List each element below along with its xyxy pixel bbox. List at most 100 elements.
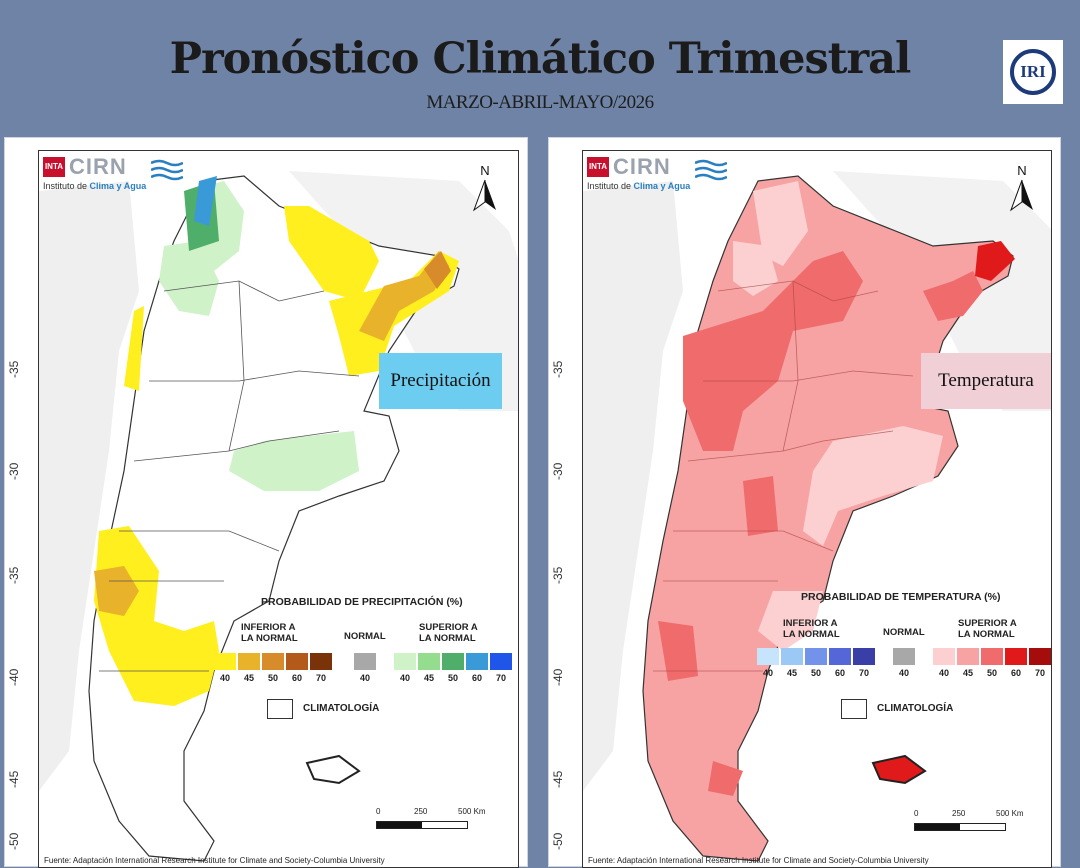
cirn-name: CIRN: [613, 154, 671, 179]
above-normal-area: [229, 431, 359, 491]
legend-normal-swatch: [893, 648, 917, 665]
tick: 50: [810, 668, 821, 678]
climatology-swatch: [267, 699, 293, 719]
legend-above-swatches: [394, 653, 514, 670]
scale-label: 250: [414, 807, 428, 816]
variable-label-text: Temperatura: [938, 370, 1034, 391]
above-normal-area: [753, 181, 808, 266]
tick: 45: [423, 673, 434, 683]
tick: 40: [762, 668, 773, 678]
climatology-label: CLIMATOLOGÍA: [303, 703, 380, 714]
above-normal-area: [683, 251, 863, 451]
swatch: [957, 648, 979, 665]
variable-label-precipitation: Precipitación: [379, 353, 502, 409]
tick: 60: [291, 673, 302, 683]
lat-tick: -30: [551, 462, 565, 480]
lat-tick: -35: [7, 360, 21, 378]
above-normal-area: [658, 621, 698, 681]
swatch: [354, 653, 376, 670]
inta-badge: INTA: [43, 157, 65, 177]
swatch: [466, 653, 488, 670]
cirn-name: CIRN: [69, 154, 127, 179]
legend-normal-tick: 40: [892, 668, 916, 678]
scale-labels: 0 250 500 Km: [914, 809, 1034, 818]
iri-logo-text: IRI: [1010, 49, 1056, 95]
tick: 50: [447, 673, 458, 683]
scale-bar-graphic: [376, 821, 468, 829]
north-arrow-icon: [1009, 179, 1033, 212]
swatch: [829, 648, 851, 665]
above-normal-area: [194, 176, 217, 226]
temperature-map: INTA CIRN Instituto de Clima y Agua N Te…: [582, 150, 1052, 868]
tick: 60: [834, 668, 845, 678]
swatch: [893, 648, 915, 665]
swatch: [286, 653, 308, 670]
malvinas-islands: [305, 754, 361, 785]
lat-tick: -45: [7, 770, 21, 788]
swatch: [1005, 648, 1027, 665]
above-normal-area: [743, 476, 778, 536]
legend-normal-tick: 40: [353, 673, 377, 683]
province-lines: [653, 280, 914, 672]
above-normal-area: [733, 241, 778, 296]
scale-bar-graphic: [914, 823, 1006, 831]
climatology-label: CLIMATOLOGÍA: [877, 703, 954, 714]
legend-title: PROBABILIDAD DE TEMPERATURA (%): [801, 591, 1001, 603]
variable-label-temperature: Temperatura: [921, 353, 1051, 409]
waves-icon: [695, 159, 727, 181]
legend-above-label: SUPERIOR A LA NORMAL: [419, 622, 478, 644]
iri-logo: IRI: [1003, 40, 1063, 104]
scale-label: 0: [376, 807, 381, 816]
legend-normal-swatch: [354, 653, 378, 670]
tick: 50: [267, 673, 278, 683]
swatch: [394, 653, 416, 670]
swatch: [757, 648, 779, 665]
above-normal-area: [708, 761, 743, 796]
below-normal-area: [94, 566, 139, 616]
waves-icon: [151, 159, 183, 181]
cirn-logo: INTA CIRN Instituto de Clima y Agua: [587, 154, 727, 197]
legend-above-swatches: [933, 648, 1051, 665]
legend-normal-label: NORMAL: [344, 631, 386, 642]
tick: 70: [858, 668, 869, 678]
lat-tick: -40: [7, 668, 21, 686]
swatch: [214, 653, 236, 670]
scale-label: 0: [914, 809, 919, 818]
above-normal-area: [758, 591, 823, 651]
swatch: [442, 653, 464, 670]
forecast-period: MARZO-ABRIL-MAYO/2026: [426, 92, 654, 113]
swatch: [490, 653, 512, 670]
tick: 40: [898, 668, 909, 678]
tick: 70: [1034, 668, 1045, 678]
legend-below-label: INFERIOR A LA NORMAL: [241, 622, 298, 644]
lat-tick: -40: [551, 668, 565, 686]
above-normal-area: [159, 241, 219, 316]
tick: 60: [1010, 668, 1021, 678]
scale-label: 250: [952, 809, 966, 818]
legend-normal-label: NORMAL: [883, 627, 925, 638]
tick: 50: [986, 668, 997, 678]
scale-bar: 0 250 500 Km: [376, 807, 486, 837]
tick: 45: [786, 668, 797, 678]
legend-below-label: INFERIOR A LA NORMAL: [783, 618, 840, 640]
scale-bar: 0 250 500 Km: [914, 809, 1024, 839]
swatch: [981, 648, 1003, 665]
inta-badge: INTA: [587, 157, 609, 177]
below-normal-area: [359, 251, 449, 341]
swatch: [418, 653, 440, 670]
temperature-map-svg: [583, 171, 1051, 862]
tick: 40: [399, 673, 410, 683]
above-normal-area: [923, 271, 983, 321]
lat-tick: -35: [551, 566, 565, 584]
source-note: Fuente: Adaptación International Researc…: [44, 856, 385, 865]
swatch: [933, 648, 955, 665]
lat-tick: -50: [7, 832, 21, 850]
cirn-subtitle: Instituto de Clima y Agua: [43, 181, 147, 191]
swatch: [853, 648, 875, 665]
tick: 45: [243, 673, 254, 683]
argentina-outline: [88, 175, 460, 862]
legend-above-label: SUPERIOR A LA NORMAL: [958, 618, 1017, 640]
scale-labels: 0 250 500 Km: [376, 807, 496, 816]
swatch: [1029, 648, 1051, 665]
tick: 40: [219, 673, 230, 683]
